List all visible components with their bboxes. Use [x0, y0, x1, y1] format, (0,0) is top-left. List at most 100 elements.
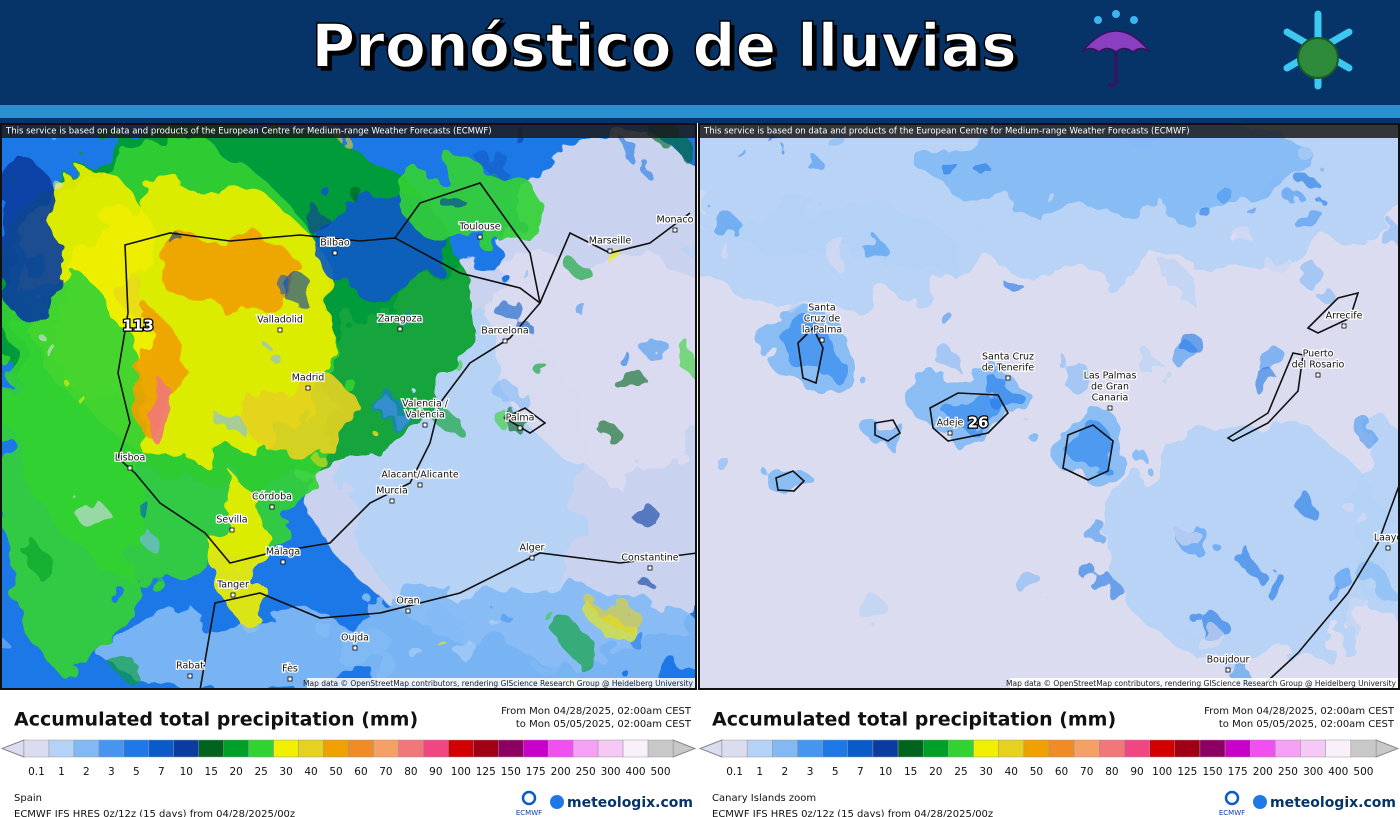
legend-value: 7 [158, 766, 165, 778]
legend-swatch [398, 739, 424, 758]
precip-area [0, 163, 60, 323]
legend-swatch [1174, 739, 1201, 758]
map-panel: This service is based on data and produc… [698, 123, 1400, 817]
city-dot [397, 326, 403, 332]
legend-value: 10 [879, 766, 892, 778]
precip-cell [312, 453, 325, 465]
legend-value: 2 [83, 766, 90, 778]
precip-cell [271, 354, 282, 364]
precip-cell [642, 335, 668, 361]
legend-swatch [423, 739, 449, 758]
legend-value: 200 [1253, 766, 1273, 778]
place-label: Laayo [1374, 533, 1400, 544]
title: Pronóstico de lluvias [311, 12, 1017, 82]
legend-arrow-right [672, 739, 697, 758]
precip-cell [1141, 356, 1163, 379]
place-label: Boujdour [1207, 655, 1250, 666]
place-label: Alger [520, 543, 545, 554]
legend-value: 70 [1080, 766, 1093, 778]
precip-cell [1257, 374, 1285, 402]
legend-swatch [323, 739, 349, 758]
precip-cell [48, 347, 61, 360]
map-credit: Map data © OpenStreetMap contributors, r… [1006, 679, 1397, 688]
place-label: la Palma [802, 325, 842, 336]
precip-cell [627, 629, 645, 647]
coastline [797, 326, 824, 385]
legend-title: Accumulated total precipitation (mm) [712, 709, 1116, 731]
legend-swatch [847, 739, 874, 758]
brand-logo [550, 795, 564, 809]
coastline [1062, 424, 1114, 481]
precip-cell [341, 136, 353, 147]
header-bg [0, 0, 1400, 105]
legend-swatch [473, 739, 499, 758]
precip-cell [721, 248, 735, 261]
precip-cell [1234, 546, 1254, 566]
precip-field [0, 123, 697, 690]
place-label: Rabat [176, 661, 204, 672]
legend-value: 300 [1303, 766, 1323, 778]
coastline [1257, 482, 1400, 690]
precip-cell [577, 305, 590, 318]
legend-value: 30 [979, 766, 992, 778]
legend-value: 60 [354, 766, 367, 778]
legend-value: 0.1 [726, 766, 743, 778]
precip-cell [1299, 264, 1324, 289]
legend-value: 3 [807, 766, 814, 778]
precip-cell [1194, 623, 1223, 653]
precip-cell [829, 244, 857, 272]
precip-cell [1329, 565, 1353, 589]
precip-cell [1298, 497, 1319, 518]
precip-cell [932, 343, 953, 364]
legend-swatch [872, 739, 899, 758]
legend-value: 80 [1105, 766, 1118, 778]
ecmwf-logo [1224, 790, 1240, 806]
legend-swatch [1275, 739, 1301, 758]
period-from: From Mon 04/28/2025, 02:00am CEST [1204, 706, 1395, 717]
place-label: de Gran [1091, 382, 1129, 393]
precip-cell [1306, 181, 1322, 197]
precip-cell [1226, 655, 1252, 682]
legend-value: 15 [205, 766, 218, 778]
map: This service is based on data and produc… [0, 123, 697, 690]
precip-cell [1342, 600, 1374, 632]
city-dot [332, 250, 338, 256]
legend-swatch [498, 739, 524, 758]
place-label: Palma [506, 413, 535, 424]
precip-cell [500, 627, 510, 637]
legend-value: 80 [404, 766, 417, 778]
place-label: Cruz de [804, 314, 841, 325]
precip-cell [1320, 581, 1338, 598]
legend-swatch [198, 739, 224, 758]
precip-cell [637, 575, 649, 587]
legend-swatch [998, 739, 1025, 758]
precip-cell [1197, 205, 1209, 217]
attribution-bar [698, 123, 1400, 138]
place-label: Córdoba [252, 492, 292, 503]
precip-cell [1013, 568, 1040, 594]
place-label: Valencia / [402, 399, 449, 410]
precip-cell [1059, 359, 1089, 389]
precip-cell [401, 313, 418, 330]
legend-swatch [1099, 739, 1125, 758]
city-dot [1341, 323, 1347, 329]
region: Spain [14, 793, 42, 804]
precip-cell [990, 383, 1022, 415]
umbrella-icon [1081, 10, 1151, 87]
place-label: Puerto [1303, 349, 1334, 360]
precip-cell [526, 275, 535, 284]
legend-arrow-left [0, 739, 25, 758]
legend-title: Accumulated total precipitation (mm) [14, 709, 418, 731]
place-label: Oran [396, 596, 419, 607]
precip-cell [964, 218, 987, 241]
precip-cell [425, 602, 456, 633]
attribution: This service is based on data and produc… [703, 127, 1190, 137]
place-label: Bilbao [320, 238, 350, 249]
legend-swatch [547, 739, 574, 758]
legend-value: 100 [451, 766, 471, 778]
legend-swatch [647, 739, 674, 758]
ecmwf-label: ECMWF [1219, 809, 1245, 817]
precip-cell [122, 283, 155, 316]
precip-cell [548, 615, 560, 626]
precip-cell [133, 525, 149, 541]
